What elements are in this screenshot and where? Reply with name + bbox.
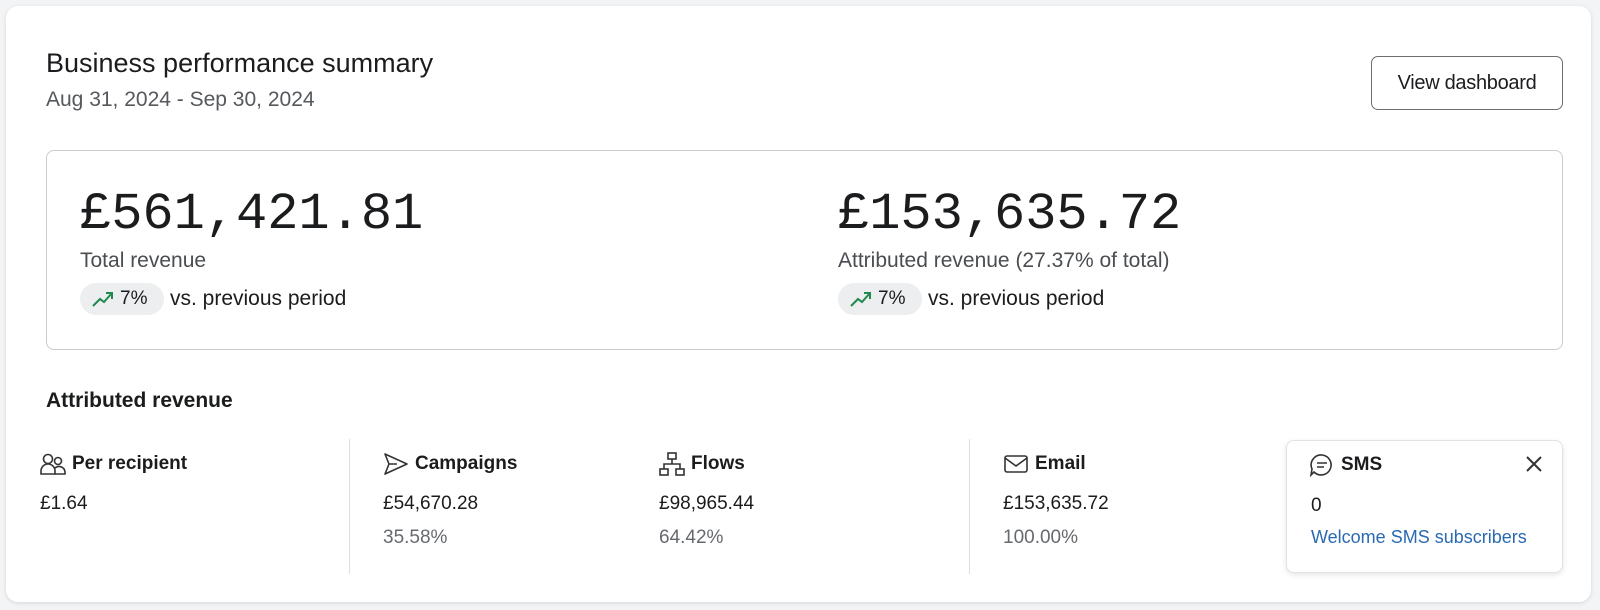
summary-card: Business performance summary Aug 31, 202… — [6, 6, 1591, 602]
metric-share: 100.00% — [1003, 527, 1079, 548]
trend-up-icon — [92, 292, 113, 307]
title: Business performance summary — [46, 48, 434, 78]
welcome-sms-link[interactable]: Welcome SMS subscribers — [1311, 527, 1527, 547]
metric-label: SMS — [1341, 454, 1383, 475]
view-dashboard-button[interactable]: View dashboard — [1371, 56, 1563, 110]
change-pill: 7% — [80, 283, 164, 315]
metric-header: Flows — [659, 452, 745, 476]
metric-value: £1.64 — [40, 493, 88, 514]
people-icon — [40, 453, 66, 475]
metric-value: £153,635.72 — [1003, 493, 1109, 514]
comparison: vs. previous period — [170, 287, 347, 310]
attributed-revenue-label: Attributed revenue (27.37% of total) — [838, 249, 1170, 272]
metric-share: 64.42% — [659, 527, 724, 548]
metric-value: 0 — [1311, 495, 1322, 516]
section-title: Attributed revenue — [46, 389, 233, 412]
divider — [969, 439, 970, 574]
metric-header: Campaigns — [383, 452, 517, 476]
change-value: 7% — [120, 288, 148, 309]
revenue-summary: £561,421.81 Total revenue 7% vs. previou… — [46, 150, 1563, 350]
comparison: vs. previous period — [928, 287, 1105, 310]
trend-up-icon — [850, 292, 871, 307]
flow-icon — [659, 452, 685, 476]
metric-value: £98,965.44 — [659, 493, 755, 514]
total-revenue-value: £561,421.81 — [80, 185, 424, 244]
close-button[interactable] — [1525, 455, 1543, 473]
metric-label: Flows — [691, 453, 745, 474]
sms-popover: SMS 0 Welcome SMS subscribers — [1286, 440, 1563, 573]
total-revenue-label: Total revenue — [80, 249, 207, 272]
metric-header: SMS — [1309, 453, 1382, 477]
divider — [349, 439, 350, 574]
metric-header: Per recipient — [40, 452, 187, 476]
attributed-revenue-value: £153,635.72 — [838, 185, 1182, 244]
change-pill: 7% — [838, 283, 922, 315]
metric-label: Email — [1035, 453, 1086, 474]
message-icon — [1309, 454, 1332, 477]
metric-value: £54,670.28 — [383, 493, 479, 514]
metric-label: Per recipient — [72, 453, 188, 474]
metric-share: 35.58% — [383, 527, 448, 548]
send-icon — [384, 453, 408, 475]
mail-icon — [1004, 455, 1028, 473]
metric-header: Email — [1003, 452, 1086, 476]
change-value: 7% — [878, 288, 906, 309]
date-range: Aug 31, 2024 - Sep 30, 2024 — [46, 88, 315, 111]
metric-label: Campaigns — [415, 453, 518, 474]
